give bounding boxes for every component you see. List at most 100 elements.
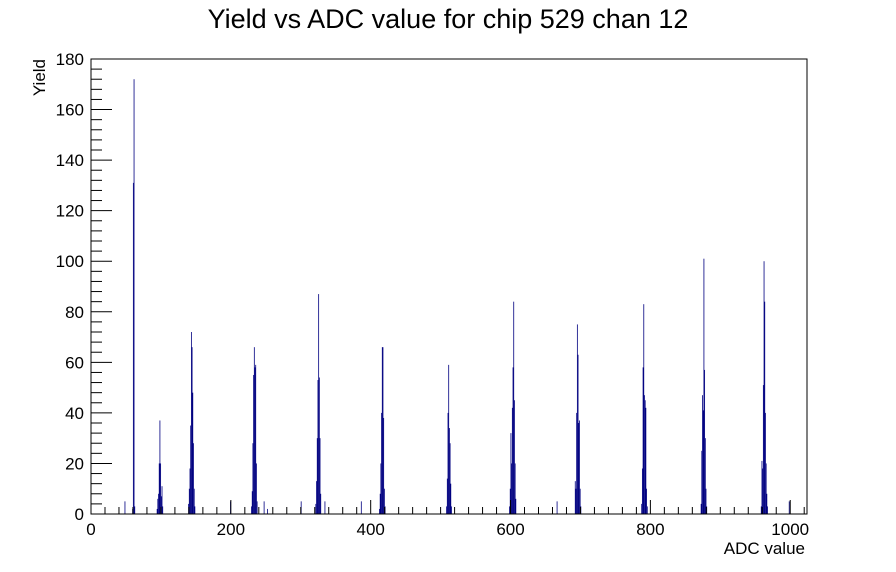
histogram-bar — [579, 488, 581, 514]
histogram-bar — [450, 483, 452, 514]
histogram-bar — [447, 412, 449, 514]
histogram-bar — [134, 506, 136, 514]
histogram-bar — [263, 501, 265, 514]
histogram-bar — [641, 468, 643, 514]
histogram-bar — [360, 501, 362, 514]
histogram-bar — [383, 488, 385, 514]
histogram-bar — [191, 347, 193, 514]
x-tick-label: 200 — [217, 520, 245, 539]
histogram-bar — [788, 501, 790, 514]
histogram-bar — [511, 407, 513, 514]
histogram-bar — [556, 501, 558, 514]
histogram-bar — [765, 412, 766, 514]
histogram-bar — [451, 506, 452, 514]
histogram-bar — [254, 367, 256, 514]
y-tick-label: 20 — [65, 454, 84, 473]
y-tick-label: 80 — [65, 303, 84, 322]
histogram-bar — [194, 506, 196, 514]
y-tick-label: 0 — [75, 505, 84, 524]
histogram-bar — [124, 501, 126, 514]
histogram-bar — [644, 400, 646, 514]
histogram-bar — [158, 493, 159, 514]
histogram-bar — [515, 498, 517, 514]
histogram-bar — [159, 420, 161, 514]
histogram-bar — [256, 501, 258, 514]
histogram-bar — [193, 443, 194, 514]
histogram-bar — [575, 488, 577, 514]
histogram-bar — [767, 506, 768, 514]
x-axis: 0 200 400 600 800 1000 — [86, 500, 809, 539]
histogram-bar — [251, 506, 252, 514]
histogram-bar — [704, 438, 706, 514]
histogram-bar — [448, 364, 450, 514]
histogram-bar — [766, 493, 768, 514]
histogram-bar — [381, 412, 382, 514]
histogram-bar — [253, 347, 255, 514]
histogram-bar — [512, 367, 514, 514]
histogram-bar — [382, 347, 384, 514]
y-tick-label: 160 — [56, 101, 84, 120]
histogram-bar — [577, 354, 579, 514]
y-tick-label: 180 — [56, 50, 84, 69]
y-tick-label: 140 — [56, 151, 84, 170]
histogram-bar — [702, 410, 704, 514]
histogram-bar — [156, 508, 158, 514]
histogram-bar — [193, 488, 195, 514]
x-tick-label: 0 — [86, 520, 95, 539]
chart-title: Yield vs ADC value for chip 529 chan 12 — [208, 4, 689, 34]
histogram-bar — [646, 506, 648, 514]
histogram-bar — [188, 488, 190, 514]
histogram-bar — [705, 488, 707, 514]
histogram-bar — [319, 438, 321, 514]
histogram-bar — [514, 400, 515, 514]
histogram-bar — [513, 301, 515, 514]
histogram-bar — [702, 395, 703, 514]
histogram-bar — [381, 347, 383, 514]
y-tick-label: 100 — [56, 252, 84, 271]
y-tick-label: 60 — [65, 353, 84, 372]
histogram-bar — [449, 428, 450, 514]
histogram-bar — [255, 364, 257, 514]
histogram-bar — [190, 425, 192, 514]
histogram-bar — [252, 443, 254, 514]
histogram-bar — [253, 374, 255, 514]
histogram-bar — [574, 481, 576, 514]
y-tick-label: 120 — [56, 202, 84, 221]
histogram-bar — [645, 407, 647, 514]
histogram-bar — [578, 423, 580, 514]
x-tick-label: 400 — [357, 520, 385, 539]
histogram-bar — [162, 506, 164, 514]
histogram-bar — [579, 420, 580, 514]
histogram-bar — [762, 468, 764, 514]
histogram-bar — [379, 508, 380, 514]
histogram-bar — [701, 450, 703, 514]
histogram-bar — [315, 503, 317, 514]
y-axis-label: Yield — [30, 59, 49, 96]
histogram-bar — [158, 463, 160, 514]
histogram-bar — [704, 369, 706, 514]
histogram-bar — [189, 468, 191, 514]
histogram-bar — [133, 79, 135, 514]
y-tick-label: 40 — [65, 404, 84, 423]
histogram-bar — [320, 493, 322, 514]
histogram-bar — [316, 481, 317, 514]
histogram-bar — [511, 463, 513, 514]
histogram-bar — [764, 301, 766, 514]
histogram-bar — [643, 304, 645, 514]
histogram-bar — [160, 463, 162, 514]
x-tick-label: 800 — [636, 520, 664, 539]
histogram-bar — [509, 506, 510, 514]
histogram-bar — [324, 501, 326, 514]
histogram-bar — [700, 503, 702, 514]
histogram-bar — [641, 503, 643, 514]
histogram-bar — [446, 478, 448, 514]
histogram-bar — [383, 417, 385, 514]
histogram-bar — [446, 506, 447, 514]
histogram-bars — [124, 79, 790, 515]
histogram-bar — [703, 258, 705, 514]
histogram-bar — [761, 460, 763, 514]
x-axis-label: ADC value — [724, 539, 805, 558]
y-axis: 0 20 40 60 80 100 120 140 160 180 — [56, 50, 112, 524]
histogram-bar — [514, 463, 516, 514]
x-tick-label: 1000 — [771, 520, 809, 539]
